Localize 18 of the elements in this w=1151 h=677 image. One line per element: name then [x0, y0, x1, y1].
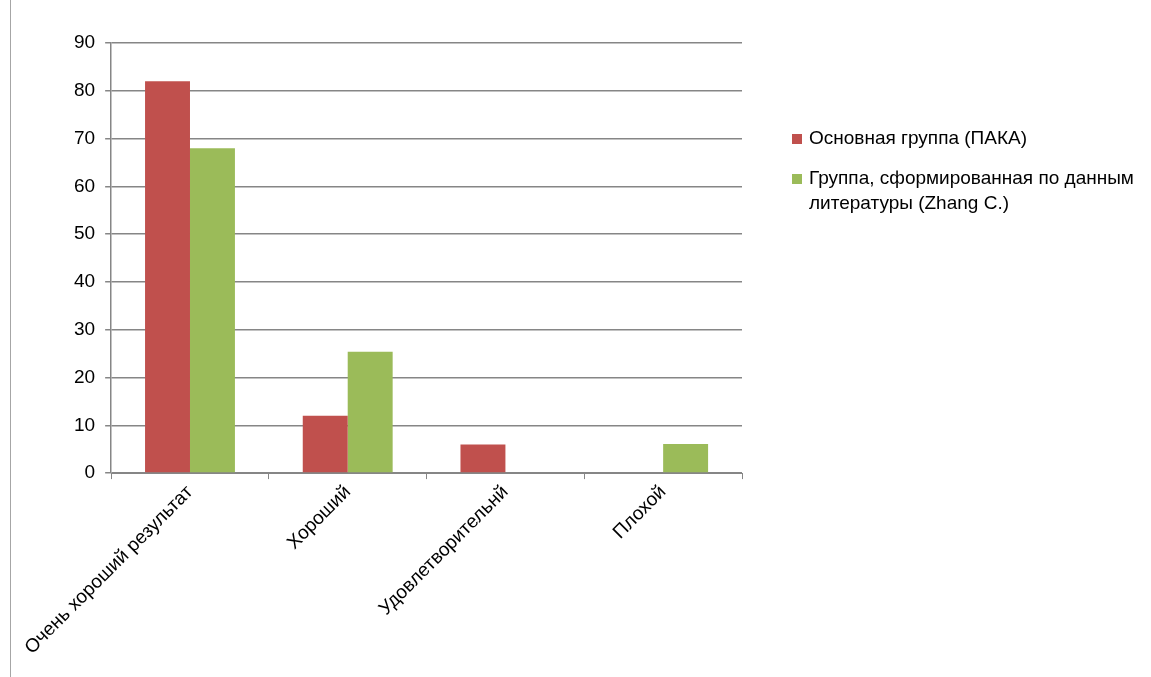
- bar: [663, 443, 709, 473]
- bar: [189, 148, 235, 473]
- bar: [145, 81, 190, 473]
- bar: [460, 444, 506, 473]
- y-tick-label: 40: [73, 270, 96, 292]
- y-tick-label: 20: [73, 365, 96, 387]
- bar: [302, 415, 348, 473]
- y-tick-label: 70: [73, 126, 96, 148]
- y-tick-label: 90: [73, 31, 96, 53]
- y-tick-label: 60: [73, 174, 96, 196]
- y-tick-label: 50: [73, 222, 96, 244]
- y-tick-label: 80: [73, 79, 96, 101]
- y-tick-label: 30: [73, 317, 96, 339]
- legend-label: Основная группа (ПАКА): [809, 127, 1027, 149]
- bar: [347, 351, 393, 473]
- legend-label: Группа, сформированная по данным литературы (Zhang C.): [809, 167, 1134, 214]
- y-tick-label: 10: [73, 413, 96, 435]
- y-tick-label: 0: [84, 461, 96, 483]
